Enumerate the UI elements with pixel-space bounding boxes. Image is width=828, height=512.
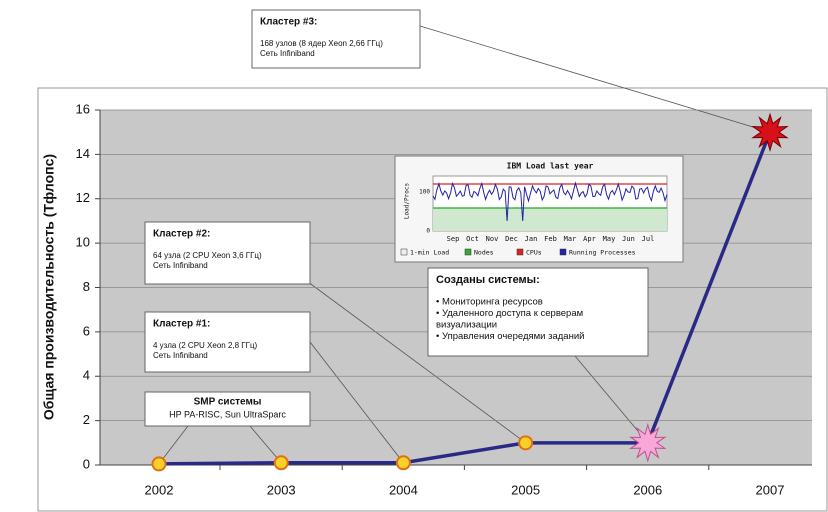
inset-legend-swatch — [560, 249, 566, 255]
inset-title: IBM Load last year — [507, 162, 594, 171]
y-tick-label: 4 — [83, 368, 90, 383]
inset-month: Apr — [583, 235, 596, 243]
annotation-text: Сеть Infiniband — [260, 49, 315, 58]
y-tick-label: 6 — [83, 323, 90, 338]
y-tick-label: 10 — [76, 235, 90, 250]
inset-nodes — [433, 208, 667, 231]
inset-legend-swatch — [517, 249, 523, 255]
annotation-text: • Удаленного доступа к серверам — [436, 308, 583, 319]
inset-legend-swatch — [401, 249, 407, 255]
y-tick-label: 16 — [76, 101, 90, 116]
annotation-text: 64 узла (2 CPU Xeon 3,6 ГГц) — [153, 251, 262, 260]
inset-month: Nov — [486, 235, 499, 243]
x-tick-label: 2003 — [267, 482, 296, 497]
y-axis-label: Общая производительность (Тфлопс) — [41, 154, 57, 420]
x-tick-label: 2002 — [145, 482, 174, 497]
annotation-text: 4 узла (2 CPU Xeon 2,8 ГГц) — [153, 341, 258, 350]
marker — [275, 456, 288, 469]
y-tick-label: 14 — [76, 146, 90, 161]
inset-month: Mar — [564, 235, 577, 243]
inset-month: May — [603, 235, 616, 243]
annotation-text: 168 узлов (8 ядер Xeon 2,66 ГГц) — [260, 39, 383, 48]
annotation-title: Кластер #2: — [153, 229, 210, 240]
x-tick-label: 2006 — [633, 482, 662, 497]
inset-legend-label: Nodes — [474, 249, 494, 257]
annotation-text: HP PA-RISC, Sun UltraSparc — [169, 409, 286, 419]
y-tick-label: 2 — [83, 412, 90, 427]
inset-month: Jun — [622, 235, 635, 243]
inset-month: Dec — [505, 235, 518, 243]
y-tick-label: 8 — [83, 279, 90, 294]
x-tick-label: 2004 — [389, 482, 418, 497]
marker — [153, 457, 166, 470]
marker — [519, 436, 532, 449]
annotation-text: • Мониторинга ресурсов — [436, 297, 543, 308]
annotation-title: Созданы системы: — [436, 274, 540, 286]
inset-month: Jul — [642, 235, 655, 243]
x-tick-label: 2007 — [756, 482, 785, 497]
y-tick-label: 0 — [83, 456, 90, 471]
inset-y-tick: 100 — [419, 189, 430, 196]
inset-legend-label: Running Processes — [569, 249, 636, 257]
annotation-text: Сеть Infiniband — [153, 351, 208, 360]
page: {"chart_data": { "type": "line", "y_labe… — [0, 0, 828, 512]
marker — [397, 456, 410, 469]
inset-legend-label: 1-min Load — [410, 249, 449, 257]
inset-month: Feb — [544, 235, 557, 243]
y-tick-label: 12 — [76, 190, 90, 205]
annotation-title: Кластер #1: — [153, 319, 210, 330]
inset-legend-label: CPUs — [526, 249, 542, 257]
inset-month: Jan — [525, 235, 538, 243]
annotation-text: Сеть Infiniband — [153, 261, 208, 270]
inset-y-label: Load/Procs — [404, 183, 411, 220]
chart: Общая производительность (Тфлопс) 0 2 4 6 8 1… — [0, 0, 828, 512]
inset-y-tick: 0 — [426, 228, 430, 235]
annotation-title: Кластер #3: — [260, 17, 317, 28]
annotation-text: визуализации — [436, 320, 497, 331]
annotation-text: • Управления очередями заданий — [436, 331, 584, 342]
inset-month: Oct — [466, 235, 479, 243]
inset-legend-swatch — [465, 249, 471, 255]
x-tick-label: 2005 — [511, 482, 540, 497]
inset-month: Sep — [447, 235, 460, 243]
annotation-title: SMP системы — [194, 397, 262, 408]
